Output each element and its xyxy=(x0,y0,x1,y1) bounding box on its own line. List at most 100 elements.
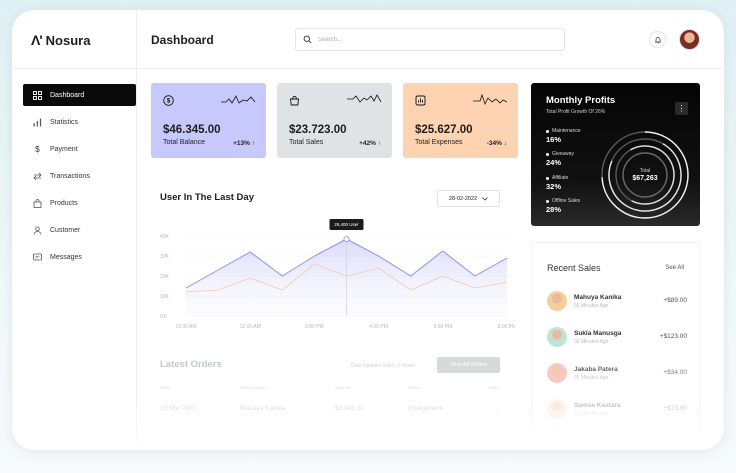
chevron-down-icon xyxy=(482,196,488,201)
customer-name: Samsa Kastara xyxy=(574,402,621,409)
sidebar-item-dashboard[interactable]: Dashboard xyxy=(23,84,136,106)
sale-amount: +$89.00 xyxy=(663,297,687,304)
x-tick-label: 2.00 PM xyxy=(305,324,324,329)
y-tick-label: 10K xyxy=(160,294,170,300)
see-all-link[interactable]: See All xyxy=(665,265,684,271)
y-tick-label: 30K xyxy=(160,254,170,260)
chart-title: User In The Last Day xyxy=(160,192,254,203)
transfer-icon xyxy=(33,172,42,181)
bars-icon xyxy=(33,118,42,127)
more-menu-button[interactable]: ⋮ xyxy=(675,102,688,115)
orders-title: Latest Orders xyxy=(160,359,222,370)
stat-change-value: +42% xyxy=(359,140,376,147)
sidebar-nav: Dashboard Statistics $ Payment Transacti… xyxy=(23,84,136,273)
legend-item-affiliate: Affiliate 32% xyxy=(546,175,568,191)
search-input[interactable] xyxy=(318,36,538,43)
column-header: Date xyxy=(160,385,170,390)
user-chart-card: User In The Last Day 28-02-2022 0 K 10K 20… xyxy=(151,179,515,329)
legend-value: 16% xyxy=(546,135,562,144)
sparkline xyxy=(221,95,256,104)
sidebar-item-label: Customer xyxy=(50,226,81,234)
sidebar-item-products[interactable]: Products xyxy=(23,192,136,214)
highlight-point xyxy=(343,236,350,243)
receipt-icon xyxy=(415,95,426,106)
view-all-orders-button[interactable]: View All Orders xyxy=(437,357,500,373)
arrow-up-icon: ↑ xyxy=(377,140,381,147)
stat-card-total-sales[interactable]: $23.723.00 Total Sales +42% ↑ xyxy=(277,83,392,158)
sale-item[interactable]: Sukla Manusga 02 Minutes Ago +$123.00 xyxy=(547,327,687,351)
sidebar-item-transactions[interactable]: Transactions xyxy=(23,165,136,187)
stat-label: Total Balance xyxy=(163,139,206,146)
column-header: Status xyxy=(408,385,421,390)
sales-title: Recent Sales xyxy=(547,263,601,273)
sidebar-item-label: Transactions xyxy=(50,172,90,180)
order-date: 10 Mar 2022 xyxy=(160,405,197,412)
sidebar-item-statistics[interactable]: Statistics xyxy=(23,111,136,133)
sale-time: 05 Minutes Ago xyxy=(574,375,609,381)
search-icon xyxy=(303,35,312,44)
stat-amount: $23.723.00 xyxy=(289,124,347,136)
logo[interactable]: Λ' Nosura xyxy=(31,32,90,48)
user-line-chart: 0 K 10K 20K 30K 40K 10.00 AM 12.00 AM 2.00 PM 4.… xyxy=(160,219,515,329)
sidebar: Λ' Nosura Dashboard Statistics $ Payment xyxy=(12,10,137,450)
profit-rings-chart: Total $67,263 xyxy=(601,131,689,219)
legend-item-giveaway: Giveaway 24% xyxy=(546,151,574,167)
latest-orders-section: Latest Orders Data Updates Every 3 Hours… xyxy=(151,355,515,435)
sale-amount: +$123.00 xyxy=(659,333,687,340)
sidebar-item-messages[interactable]: Messages xyxy=(23,246,136,268)
profits-subtitle: Total Profit Growth Of 26% xyxy=(546,109,606,115)
dollar-icon: $ xyxy=(35,144,40,154)
sparkline xyxy=(347,94,382,103)
svg-text:$: $ xyxy=(167,99,171,105)
sidebar-item-customer[interactable]: Customer xyxy=(23,219,136,241)
sale-time: 02 Minutes Ago xyxy=(574,303,609,309)
stat-card-total-balance[interactable]: $ $46.345.00 Total Balance +13% ↑ xyxy=(151,83,266,158)
user-avatar[interactable] xyxy=(679,29,700,50)
bag-icon xyxy=(33,198,42,208)
sidebar-item-label: Dashboard xyxy=(50,91,85,99)
divider xyxy=(12,68,137,69)
stat-change: -34% ↓ xyxy=(487,140,507,147)
stat-change: +42% ↑ xyxy=(359,140,381,147)
bell-icon xyxy=(654,36,661,43)
profits-title: Monthly Profits xyxy=(546,95,616,106)
sidebar-item-payment[interactable]: $ Payment xyxy=(23,138,136,160)
rings-total-label: Total xyxy=(640,168,651,174)
notification-button[interactable] xyxy=(649,31,666,48)
tooltip-text: 29,400 User xyxy=(334,222,359,227)
rings-total-value: $67,263 xyxy=(632,175,657,182)
column-header: Billing Name xyxy=(240,385,266,390)
avatar xyxy=(547,363,567,383)
x-tick-label: 12.00 AM xyxy=(240,324,261,329)
legend-name: Affiliate xyxy=(546,175,568,181)
date-select[interactable]: 28-02-2022 xyxy=(437,190,500,207)
search-box[interactable] xyxy=(295,28,565,51)
avatar xyxy=(547,327,567,347)
legend-value: 28% xyxy=(546,205,562,214)
sale-item[interactable]: Jakaba Patera 05 Minutes Ago +$34.00 xyxy=(547,363,687,387)
sparkline xyxy=(473,93,508,106)
recent-sales-card: Recent Sales See All Mahuya Kanika 02 Mi… xyxy=(531,242,700,447)
x-tick-label: 4.00 PM xyxy=(369,324,388,329)
sale-item[interactable]: Mahuya Kanika 02 Minutes Ago +$89.00 xyxy=(547,291,687,315)
sale-amount: +$73.00 xyxy=(663,405,687,412)
customer-name: Jakaba Patera xyxy=(574,366,618,373)
download-icon[interactable]: ↓ xyxy=(496,405,500,412)
stat-card-total-expenses[interactable]: $25.627.00 Total Expenses -34% ↓ xyxy=(403,83,518,158)
sidebar-item-label: Messages xyxy=(50,253,82,261)
logo-mark: Λ' xyxy=(31,32,43,48)
customer-name: Mahuya Kanika xyxy=(574,294,622,301)
grid-icon xyxy=(33,90,42,100)
legend-name: Maintenance xyxy=(546,128,581,134)
stat-amount: $25.627.00 xyxy=(415,124,473,136)
sidebar-item-label: Products xyxy=(50,199,78,207)
legend-name: Offline Sales xyxy=(546,198,580,204)
table-row[interactable]: 10 Mar 2022 Mahuya Kanika $3.345.00 Char… xyxy=(160,405,500,412)
sale-item[interactable]: Samsa Kastara 10 Minutes Ago +$73.00 xyxy=(547,399,687,423)
avatar xyxy=(547,399,567,419)
sale-time: 10 Minutes Ago xyxy=(574,411,609,417)
y-tick-label: 20K xyxy=(160,274,170,280)
arrow-up-icon: ↑ xyxy=(251,140,255,147)
monthly-profits-card: Monthly Profits Total Profit Growth Of 2… xyxy=(531,83,700,226)
order-amount: $3.345.00 xyxy=(335,405,364,412)
